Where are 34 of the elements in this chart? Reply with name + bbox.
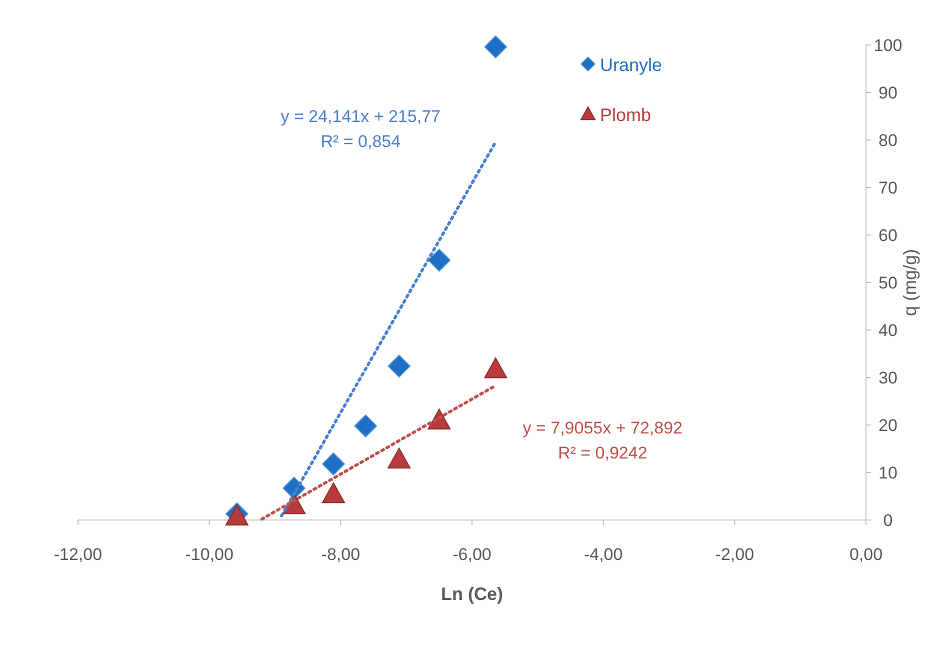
x-tick-label: -2,00: [715, 545, 754, 564]
y-tick-label: 30: [878, 368, 898, 388]
y-tick-label: 50: [878, 274, 898, 292]
annotation: y = 7,9055x + 72,892: [522, 418, 683, 438]
y-tick-label: 20: [878, 416, 898, 435]
point: [322, 452, 345, 476]
x-tick-label: -8,00: [321, 545, 360, 564]
y-tick-label: 10: [878, 464, 898, 482]
y-tick-label: 40: [878, 321, 898, 340]
point: [388, 354, 411, 378]
x-tick-label: -12,00: [54, 545, 102, 564]
y-tick-label: 100: [874, 36, 902, 55]
legend-label: Plomb: [600, 105, 652, 125]
annotation: R² = 0,9242: [558, 444, 648, 463]
point: [428, 248, 451, 272]
point: [354, 414, 378, 438]
point: [388, 448, 411, 468]
y-axis-title: q (mg/g): [900, 248, 920, 316]
x-tick-label: -6,00: [452, 545, 492, 564]
y-tick-label: 80: [878, 131, 898, 150]
point: [484, 35, 508, 58]
point: [484, 357, 508, 378]
legend-label: Uranyle: [600, 55, 662, 75]
x-tick-label: -4,00: [584, 545, 623, 564]
point: [322, 482, 345, 504]
y-tick-label: 90: [878, 84, 898, 102]
y-tick-label: 60: [878, 226, 898, 245]
x-tick-label: -10,00: [185, 545, 234, 564]
x-axis-title: Ln (Ce): [441, 584, 503, 604]
y-tick-label: 70: [878, 178, 898, 198]
annotation: y = 24,141x + 215,77: [280, 106, 441, 126]
x-tick-label: 0,00: [849, 545, 883, 564]
annotation: R² = 0,854: [320, 132, 401, 151]
y-tick-label: 0: [883, 511, 893, 530]
